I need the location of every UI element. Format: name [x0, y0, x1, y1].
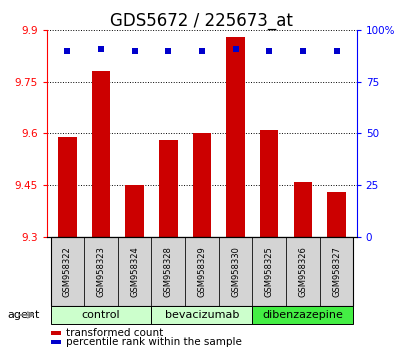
Text: GSM958328: GSM958328 [163, 246, 172, 297]
Bar [285, 237, 319, 306]
Bar [50, 306, 151, 324]
Bar [192, 133, 211, 237]
Text: GSM958329: GSM958329 [197, 246, 206, 297]
Text: bevacizumab: bevacizumab [164, 310, 238, 320]
Point [131, 48, 137, 53]
Bar [218, 237, 252, 306]
Bar [50, 340, 61, 344]
Point [333, 48, 339, 53]
Bar [326, 192, 345, 237]
Bar [319, 237, 353, 306]
Bar [58, 137, 76, 237]
Text: GSM958322: GSM958322 [63, 246, 72, 297]
Bar [252, 306, 353, 324]
Bar [259, 130, 278, 237]
Text: GSM958330: GSM958330 [231, 246, 240, 297]
Bar [159, 140, 177, 237]
Text: GSM958326: GSM958326 [298, 246, 307, 297]
Bar [117, 237, 151, 306]
Point [64, 48, 70, 53]
Bar [293, 182, 311, 237]
Bar [50, 237, 84, 306]
Point [198, 48, 205, 53]
Point [299, 48, 306, 53]
Text: GSM958324: GSM958324 [130, 246, 139, 297]
Bar [252, 237, 285, 306]
Point [97, 46, 104, 52]
Bar [92, 72, 110, 237]
Text: agent: agent [7, 310, 39, 320]
Point [232, 46, 238, 52]
Bar [226, 37, 244, 237]
Bar [151, 306, 252, 324]
Bar [125, 185, 144, 237]
Text: GSM958325: GSM958325 [264, 246, 273, 297]
Bar [84, 237, 117, 306]
Point [164, 48, 171, 53]
Text: dibenzazepine: dibenzazepine [262, 310, 342, 320]
Bar [184, 237, 218, 306]
Text: GSM958323: GSM958323 [96, 246, 105, 297]
Text: percentile rank within the sample: percentile rank within the sample [65, 337, 241, 347]
Text: control: control [81, 310, 120, 320]
Point [265, 48, 272, 53]
Bar [50, 331, 61, 335]
Bar [151, 237, 184, 306]
Title: GDS5672 / 225673_at: GDS5672 / 225673_at [110, 12, 293, 30]
Text: GSM958327: GSM958327 [331, 246, 340, 297]
Text: transformed count: transformed count [65, 328, 162, 338]
